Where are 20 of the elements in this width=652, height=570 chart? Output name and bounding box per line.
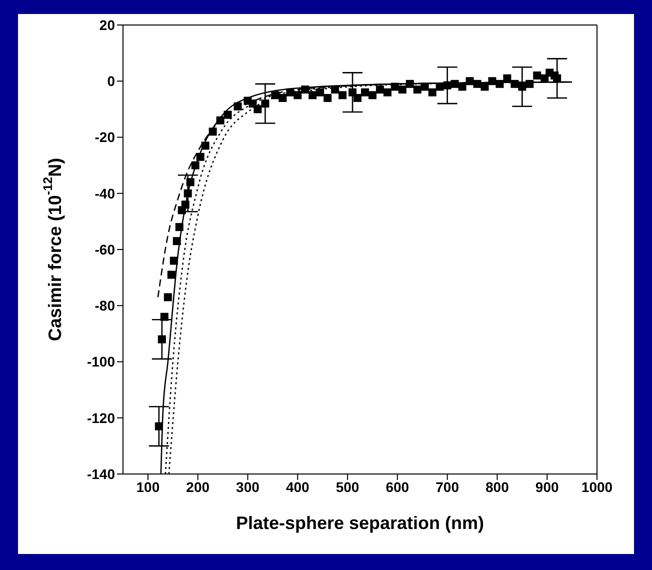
y-tick-label: 20 <box>99 16 116 33</box>
x-tick-label: 900 <box>535 478 559 495</box>
x-axis-title: Plate-sphere separation (nm) <box>236 513 484 533</box>
y-tick-label: -80 <box>94 298 116 314</box>
x-tick-label: 700 <box>436 478 460 495</box>
y-tick-label: 0 <box>107 73 116 90</box>
y-tick-label: -140 <box>86 466 116 482</box>
x-tick-label: 1000 <box>581 478 613 495</box>
y-tick-label: -60 <box>94 241 116 258</box>
y-tick-label: -120 <box>86 410 116 426</box>
x-tick-label: 800 <box>486 478 510 495</box>
x-tick-label: 600 <box>386 478 410 495</box>
x-tick-label: 300 <box>236 478 260 495</box>
x-tick-label: 100 <box>136 478 160 495</box>
x-tick-label: 500 <box>336 478 360 495</box>
x-tick-label: 400 <box>286 478 310 495</box>
x-tick-label: 200 <box>186 478 210 495</box>
y-tick-label: -40 <box>94 185 116 202</box>
y-tick-label: -20 <box>94 129 116 146</box>
y-tick-label: -100 <box>86 354 116 370</box>
